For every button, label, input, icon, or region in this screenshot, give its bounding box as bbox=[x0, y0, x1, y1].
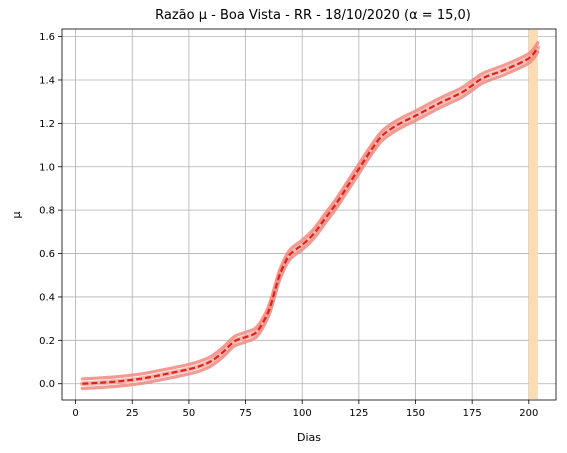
y-tick-label-4: 0.8 bbox=[39, 206, 55, 217]
y-axis-title: μ bbox=[10, 212, 23, 219]
x-tick-label-7: 175 bbox=[463, 408, 482, 419]
x-tick-label-3: 75 bbox=[239, 408, 252, 419]
highlight-span-rect bbox=[529, 30, 538, 399]
x-tick-label-6: 150 bbox=[406, 408, 425, 419]
y-tick-label-2: 0.4 bbox=[39, 292, 55, 303]
y-tick-label-3: 0.6 bbox=[39, 249, 55, 260]
y-tick-label-5: 1.0 bbox=[39, 162, 55, 173]
y-tick-label-6: 1.2 bbox=[39, 119, 55, 130]
x-tick-label-4: 100 bbox=[293, 408, 312, 419]
highlight-span bbox=[529, 30, 538, 399]
x-tick-label-8: 200 bbox=[519, 408, 538, 419]
y-tick-label-1: 0.2 bbox=[39, 336, 55, 347]
x-tick-label-0: 0 bbox=[72, 408, 78, 419]
y-tick-label-0: 0.0 bbox=[39, 379, 55, 390]
x-tick-label-1: 25 bbox=[126, 408, 139, 419]
x-tick-label-5: 125 bbox=[349, 408, 368, 419]
chart-title: Razão μ - Boa Vista - RR - 18/10/2020 (α… bbox=[155, 8, 471, 23]
y-tick-label-8: 1.6 bbox=[39, 32, 55, 43]
x-tick-label-2: 50 bbox=[183, 408, 196, 419]
y-tick-label-7: 1.4 bbox=[39, 75, 55, 86]
x-axis-title: Dias bbox=[297, 431, 321, 444]
